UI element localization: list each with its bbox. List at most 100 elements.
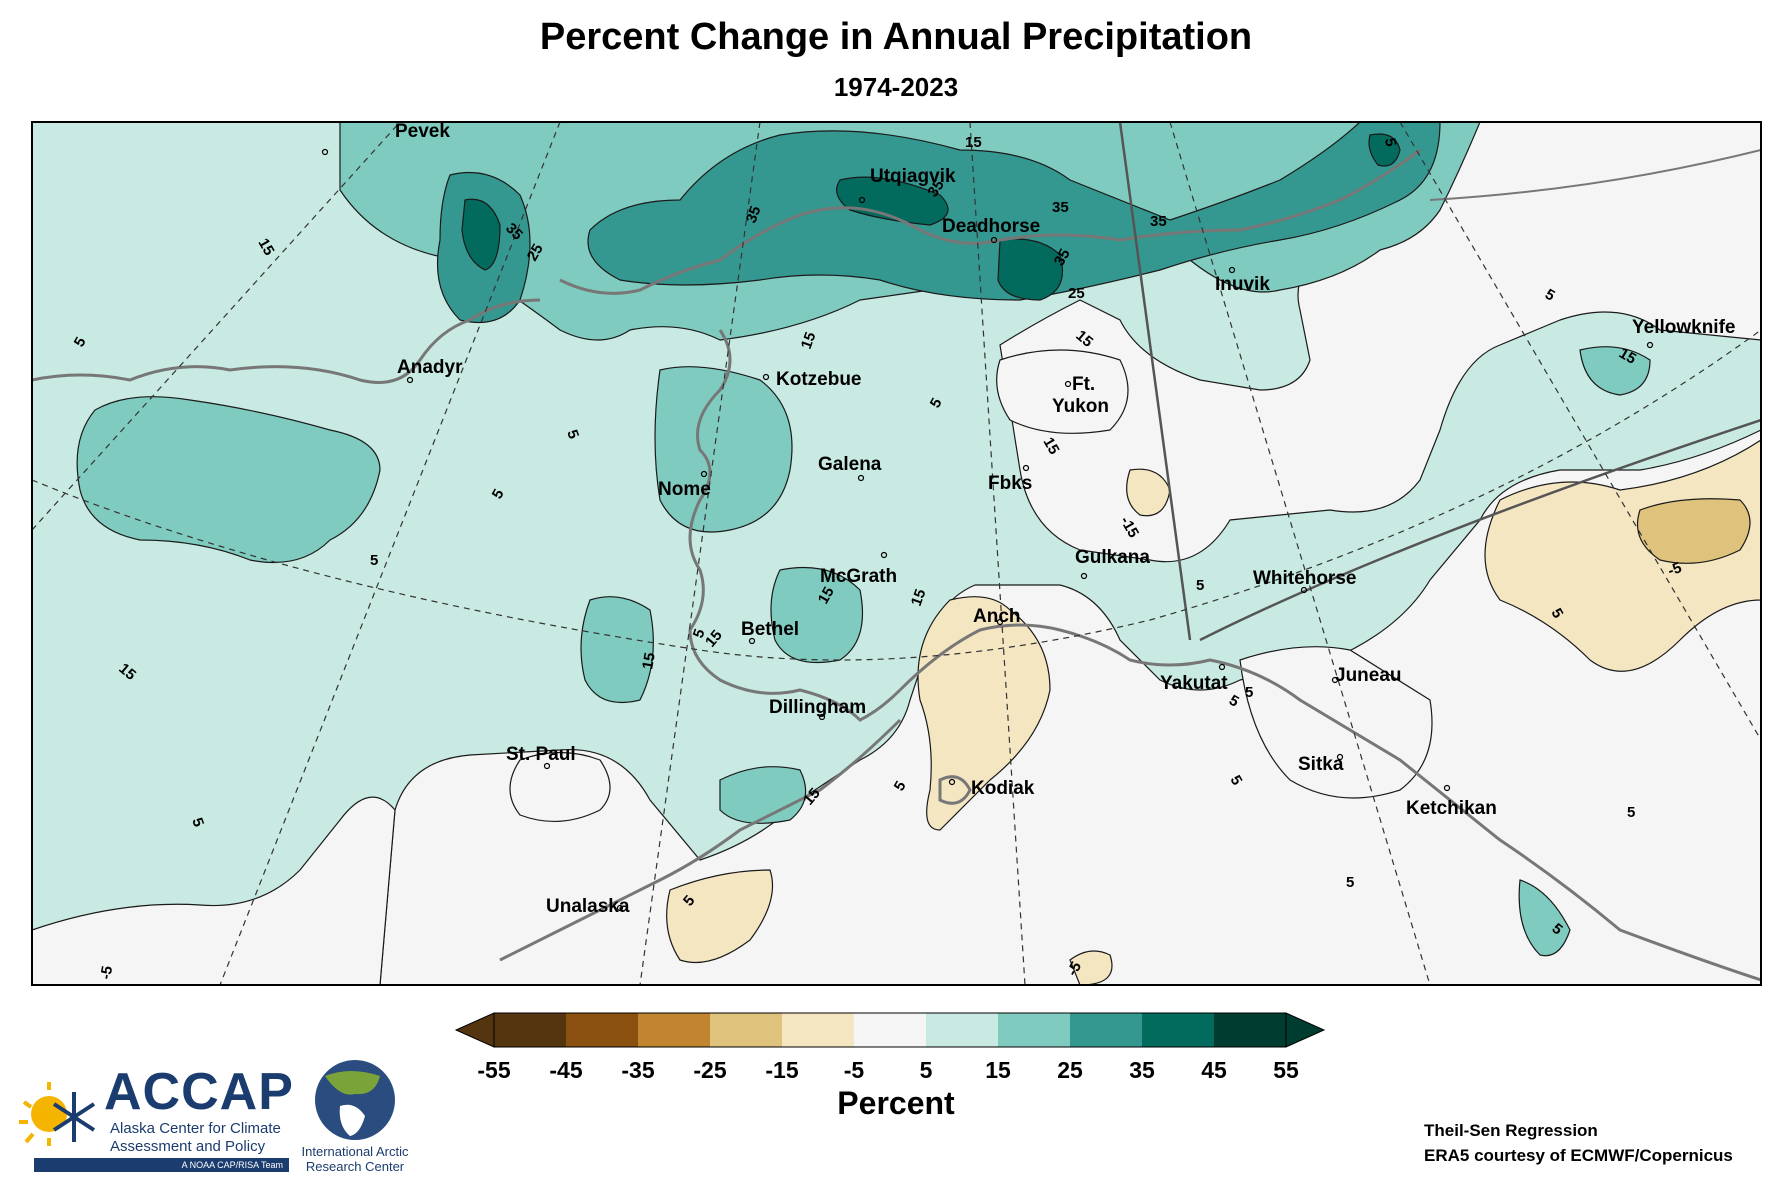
colorbar-unit-label: Percent <box>837 1085 955 1121</box>
colorbar-tick-label: 35 <box>1129 1057 1155 1083</box>
city-marker-fbks <box>1022 464 1030 472</box>
contour-label: -5 <box>97 965 116 981</box>
colorbar-swatch <box>1070 1013 1142 1047</box>
contour-label: 35 <box>1150 213 1167 230</box>
band-25-35-north <box>587 122 1441 301</box>
contour-label: 15 <box>1616 345 1639 368</box>
iarc-logo: International Arctic Research Center <box>280 1056 430 1176</box>
city-label-sitka: Sitka <box>1298 754 1344 775</box>
band-15-25-pacific <box>1518 879 1571 957</box>
colorbar: -55 -45 -35 -25 -15 -5 5 15 25 35 45 55 <box>454 1012 1326 1083</box>
city-label-inuvik: Inuvik <box>1215 274 1270 295</box>
colorbar-tick-label: 15 <box>985 1057 1011 1083</box>
colorbar-tick-label: -35 <box>621 1057 654 1083</box>
colorbar-swatch <box>494 1013 566 1047</box>
map-title: Percent Change in Annual Precipitation <box>539 16 1253 58</box>
band-35-45-ne <box>1368 133 1401 167</box>
city-label-unalaska: Unalaska <box>546 896 630 917</box>
neutral-region-east <box>999 122 1761 563</box>
city-label-st-paul: St. Paul <box>506 744 576 765</box>
city-marker-ketchikan <box>1443 784 1451 792</box>
city-label-utqiagvik: Utqiagvik <box>870 166 956 187</box>
accap-wordmark: ACCAP <box>104 1063 294 1121</box>
colorbar-swatch <box>1142 1013 1214 1047</box>
accap-line-1: Alaska Center for Climate <box>110 1120 281 1137</box>
city-marker-sitka <box>1336 753 1344 761</box>
contour-label: 5 <box>1196 577 1204 594</box>
city-marker-galena <box>857 474 865 482</box>
colorbar-tick-label: -45 <box>549 1057 582 1083</box>
credits: Theil-Sen Regression ERA5 courtesy of EC… <box>1424 1118 1733 1168</box>
graticule <box>32 122 1761 985</box>
band-minus15-minus5-southcentral <box>917 596 1051 831</box>
contour-label: 35 <box>924 177 947 200</box>
method-credit: Theil-Sen Regression <box>1424 1121 1598 1140</box>
city-marker-whitehorse <box>1300 586 1308 594</box>
contour-label: 15 <box>908 587 930 608</box>
colorbar-swatch <box>710 1013 782 1047</box>
colorbar-tick-label: -55 <box>477 1057 510 1083</box>
city-label-ft: Ft. <box>1072 374 1095 395</box>
band-15-25-chukotka <box>76 396 381 564</box>
map-frame <box>31 121 1762 986</box>
colorbar-swatch <box>782 1013 854 1047</box>
city-marker-anadyr <box>406 376 414 384</box>
globe-icon <box>315 1060 395 1140</box>
contour-label: 5 <box>370 552 378 569</box>
city-marker-st_paul <box>543 762 551 770</box>
contour-label: 5 <box>1627 804 1635 821</box>
contour-label: 15 <box>255 236 278 259</box>
band-minus15-minus5-aleutian <box>666 869 774 964</box>
accap-logo: ACCAP Alaska Center for Climate Assessme… <box>14 1062 293 1172</box>
city-marker-bethel <box>748 637 756 645</box>
colorbar-swatch <box>926 1013 998 1047</box>
colorbar-swatch <box>1214 1013 1286 1047</box>
iarc-line-1: International Arctic <box>301 1144 409 1159</box>
city-label-yakutat: Yakutat <box>1160 673 1228 694</box>
iarc-line-2: Research Center <box>305 1159 405 1174</box>
colorbar-tick-label: 45 <box>1201 1057 1227 1083</box>
contour-label: 15 <box>815 584 838 607</box>
band-35-45-utqiagvik <box>836 176 949 226</box>
city-label-whitehorse: Whitehorse <box>1253 568 1356 589</box>
city-marker-juneau <box>1331 676 1339 684</box>
contour-label: 15 <box>965 134 982 151</box>
city-label-yukon: Yukon <box>1052 396 1109 417</box>
city-marker-dillingham <box>818 713 826 721</box>
city-label-deadhorse: Deadhorse <box>942 216 1040 237</box>
neutral-region-ftyukon <box>996 349 1129 434</box>
contour-label: 5 <box>1245 684 1253 701</box>
neutral-region-bering <box>32 796 396 985</box>
city-label-mcgrath: McGrath <box>820 566 897 587</box>
map-subtitle: 1974-2023 <box>833 72 959 102</box>
contour-label: 25 <box>1068 285 1085 302</box>
city-marker-mcgrath <box>880 551 888 559</box>
contour-label: 5 <box>1346 874 1354 891</box>
colorbar-tick-label: 25 <box>1057 1057 1083 1083</box>
city-label-kodiak: Kodiak <box>971 778 1035 799</box>
city-label-fbks: Fbks <box>988 473 1032 494</box>
colorbar-tick-label: -5 <box>844 1057 865 1083</box>
colorbar-swatch <box>998 1013 1070 1047</box>
neutral-region-southeast <box>379 429 1761 985</box>
colorbar-swatch <box>638 1013 710 1047</box>
city-marker-deadhorse <box>990 236 998 244</box>
city-marker-kotzebue <box>762 373 770 381</box>
city-marker-ft <box>1064 380 1072 388</box>
city-marker-unalaska <box>616 904 624 912</box>
city-marker-anch <box>996 618 1004 626</box>
city-label-dillingham: Dillingham <box>769 697 866 718</box>
band-15-25-dillingham <box>719 766 807 824</box>
city-marker-yellowknife <box>1646 341 1654 349</box>
city-label-nome: Nome <box>658 479 711 500</box>
iarc-name: International Arctic Research Center <box>280 1144 430 1174</box>
city-marker-gulkana <box>1080 572 1088 580</box>
city-label-kotzebue: Kotzebue <box>776 369 862 390</box>
colorbar-outline <box>493 1012 1287 1048</box>
coastlines <box>32 148 1761 982</box>
contour-label: 25 <box>524 241 547 264</box>
band-15-25-mcgrath <box>770 566 864 664</box>
colorbar-tick-label: 5 <box>920 1057 933 1083</box>
city-label-galena: Galena <box>818 454 882 475</box>
band-minus15-minus5-gulkana <box>1126 468 1171 517</box>
